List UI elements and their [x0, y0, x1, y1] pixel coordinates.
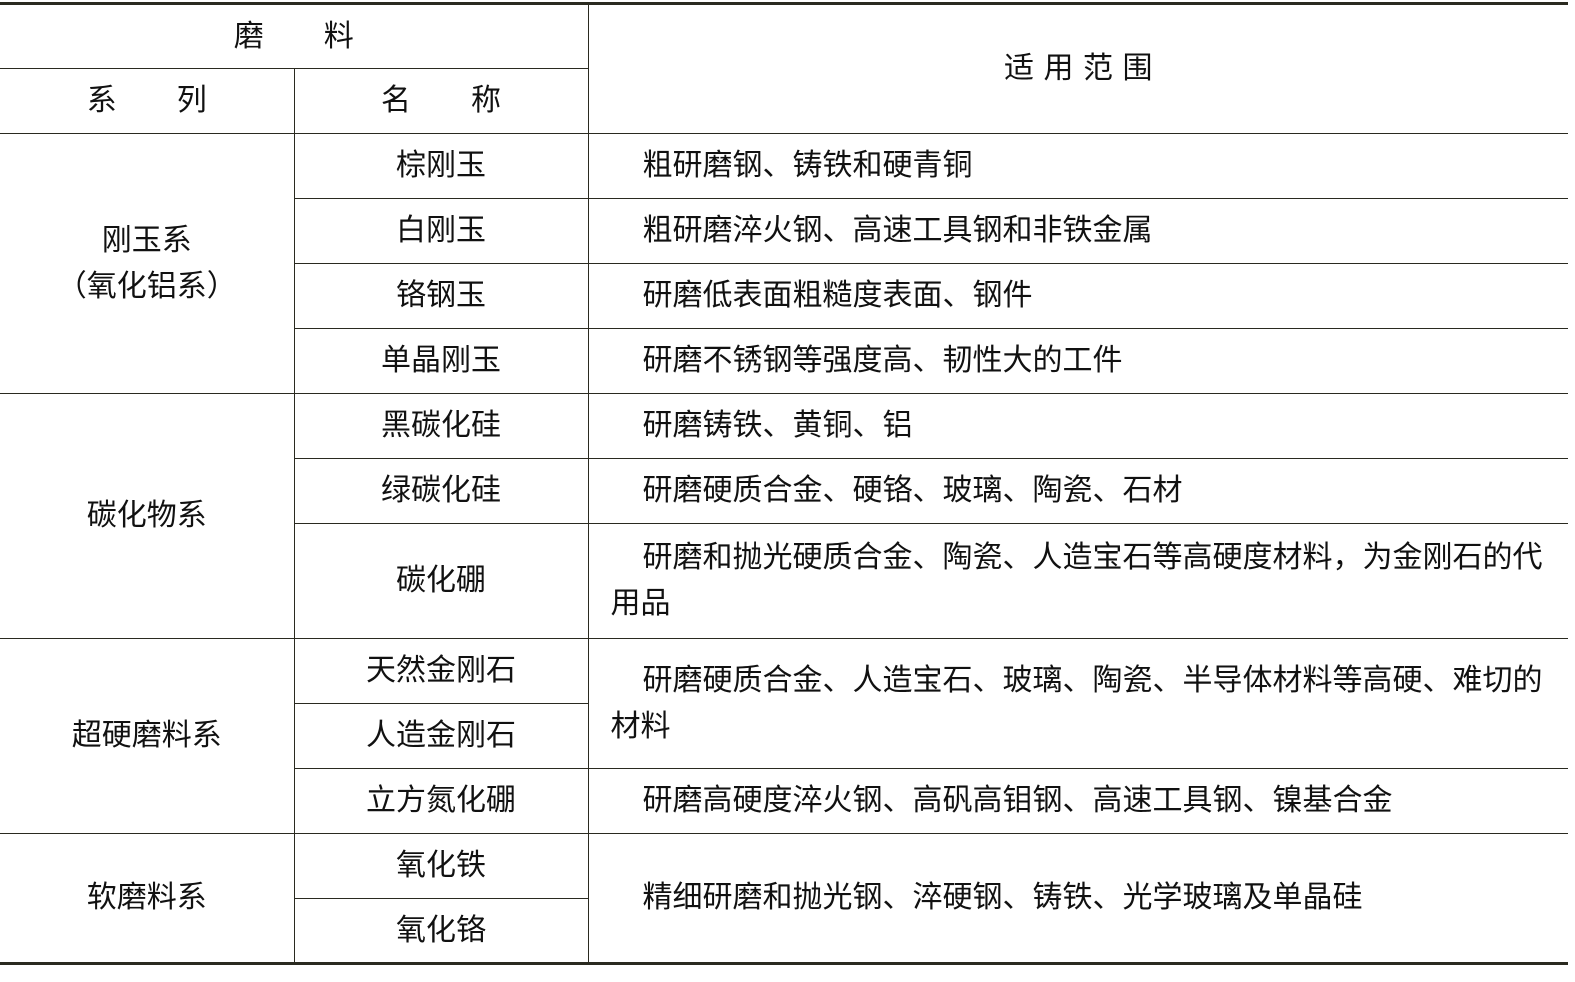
table-row: 软磨料系 氧化铁 精细研磨和抛光钢、淬硬钢、铸铁、光学玻璃及单晶硅 — [0, 833, 1568, 964]
name-cell: 棕刚玉 — [293, 133, 589, 199]
name-cell: 氧化铬 — [294, 898, 588, 964]
name-cell: 单晶刚玉 — [294, 328, 589, 394]
name-cell: 绿碳化硅 — [294, 458, 589, 524]
name-cell: 碳化硼 — [294, 523, 589, 639]
table-row: 立方氮化硼 研磨高硬度淬火钢、高矾高钼钢、高速工具钢、镍基合金 — [0, 768, 1568, 834]
header-series: 系 列 — [0, 68, 295, 134]
name-cell: 人造金刚石 — [294, 703, 588, 769]
header-name: 名 称 — [293, 68, 588, 134]
application-cell: 研磨硬质合金、硬铬、玻璃、陶瓷、石材 — [587, 458, 1568, 524]
abrasive-table: 磨 料 适 用 范 围 系 列 名 称 刚玉系 （氧化铝系） 棕刚玉 粗研磨钢、… — [0, 2, 1568, 965]
table-row: 刚玉系 （氧化铝系） 棕刚玉 粗研磨钢、铸铁和硬青铜 — [0, 133, 1568, 394]
table-row: 绿碳化硅 研磨硬质合金、硬铬、玻璃、陶瓷、石材 — [0, 458, 1568, 524]
series-label: 刚玉系 — [101, 222, 192, 258]
name-cell: 天然金刚石 — [293, 638, 589, 704]
series-sublabel: （氧化铝系） — [56, 268, 237, 304]
table-row: 人造金刚石 — [0, 703, 1568, 769]
application-cell: 研磨硬质合金、人造宝石、玻璃、陶瓷、半导体材料等高硬、难切的材料 — [587, 638, 1568, 769]
series-cell: 软磨料系 — [0, 833, 295, 964]
name-cell: 白刚玉 — [294, 198, 589, 264]
table-row: 超硬磨料系 天然金刚石 研磨硬质合金、人造宝石、玻璃、陶瓷、半导体材料等高硬、难… — [0, 638, 1568, 834]
table-row: 氧化铬 — [0, 898, 1568, 964]
table-row: 碳化硼 研磨和抛光硬质合金、陶瓷、人造宝石等高硬度材料，为金刚石的代用品 — [0, 523, 1568, 639]
application-cell: 研磨铸铁、黄铜、铝 — [587, 393, 1568, 459]
table-row: 白刚玉 粗研磨淬火钢、高速工具钢和非铁金属 — [0, 198, 1568, 264]
series-cell: 刚玉系 （氧化铝系） — [0, 133, 295, 394]
application-cell: 研磨不锈钢等强度高、韧性大的工件 — [587, 328, 1568, 394]
application-cell: 精细研磨和抛光钢、淬硬钢、铸铁、光学玻璃及单晶硅 — [587, 833, 1568, 964]
application-cell: 研磨高硬度淬火钢、高矾高钼钢、高速工具钢、镍基合金 — [587, 768, 1568, 834]
header-application: 适 用 范 围 — [587, 3, 1568, 134]
application-cell: 研磨和抛光硬质合金、陶瓷、人造宝石等高硬度材料，为金刚石的代用品 — [587, 523, 1568, 639]
table-row: 铬钢玉 研磨低表面粗糙度表面、钢件 — [0, 263, 1568, 329]
application-cell: 粗研磨钢、铸铁和硬青铜 — [587, 133, 1568, 199]
header-abrasive: 磨 料 — [0, 3, 589, 69]
series-cell: 碳化物系 — [0, 393, 295, 639]
table-row: 单晶刚玉 研磨不锈钢等强度高、韧性大的工件 — [0, 328, 1568, 394]
name-cell: 氧化铁 — [293, 833, 589, 899]
name-cell: 黑碳化硅 — [293, 393, 589, 459]
table-row: 碳化物系 黑碳化硅 研磨铸铁、黄铜、铝 — [0, 393, 1568, 639]
series-cell: 超硬磨料系 — [0, 638, 295, 834]
application-cell: 粗研磨淬火钢、高速工具钢和非铁金属 — [587, 198, 1568, 264]
name-cell: 铬钢玉 — [294, 263, 589, 329]
name-cell: 立方氮化硼 — [294, 768, 589, 834]
application-cell: 研磨低表面粗糙度表面、钢件 — [587, 263, 1568, 329]
